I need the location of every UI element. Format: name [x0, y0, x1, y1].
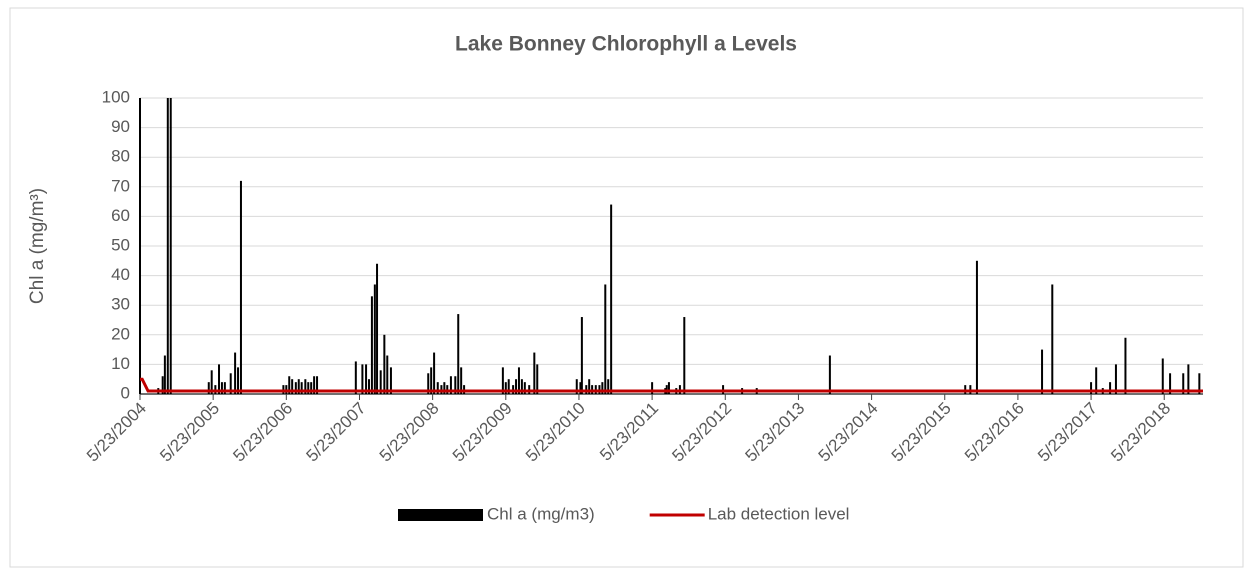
- bar: [169, 98, 172, 394]
- bar: [1198, 373, 1201, 394]
- y-tick-label: 90: [111, 117, 130, 136]
- bar: [457, 314, 460, 394]
- bar: [607, 379, 610, 394]
- bar: [376, 263, 379, 394]
- bar: [166, 98, 169, 394]
- bar: [1187, 364, 1190, 394]
- bar: [365, 364, 368, 394]
- bar: [354, 361, 357, 394]
- bar: [1051, 284, 1054, 394]
- bar: [288, 376, 291, 394]
- y-tick-label: 40: [111, 265, 130, 284]
- bar: [316, 376, 319, 394]
- bar: [515, 379, 518, 394]
- bar: [517, 367, 520, 394]
- bar: [449, 376, 452, 394]
- bar: [386, 355, 389, 394]
- y-tick-label: 50: [111, 235, 130, 254]
- bar: [291, 379, 294, 394]
- y-tick-label: 60: [111, 206, 130, 225]
- bar: [361, 364, 364, 394]
- bar: [218, 364, 221, 394]
- bar: [430, 367, 433, 394]
- bar: [651, 382, 654, 394]
- bar: [139, 98, 141, 394]
- bar: [229, 373, 232, 394]
- bar: [389, 367, 392, 394]
- bar: [610, 204, 613, 394]
- y-tick-label: 20: [111, 324, 130, 343]
- bar: [379, 370, 382, 394]
- bar: [237, 367, 240, 394]
- bar: [436, 382, 439, 394]
- bar: [304, 379, 307, 394]
- bar: [975, 260, 978, 394]
- bar: [367, 379, 370, 394]
- bar: [601, 382, 604, 394]
- y-tick-label: 10: [111, 354, 130, 373]
- bar: [307, 382, 310, 394]
- bar: [604, 284, 607, 394]
- bar: [1095, 367, 1098, 394]
- bar: [460, 367, 463, 394]
- bar: [1090, 382, 1093, 394]
- bar: [297, 379, 300, 394]
- bar: [575, 379, 578, 394]
- bar: [588, 379, 591, 394]
- bar: [161, 376, 164, 394]
- bar: [523, 382, 526, 394]
- bar: [1169, 373, 1172, 394]
- chart-frame: [9, 7, 1244, 568]
- bar: [504, 382, 507, 394]
- bar: [1041, 349, 1044, 394]
- bar: [1109, 382, 1112, 394]
- bar: [383, 334, 386, 394]
- bar: [313, 376, 316, 394]
- legend-label: Lab detection level: [708, 504, 850, 523]
- y-tick-label: 100: [102, 87, 130, 106]
- bar: [1182, 373, 1185, 394]
- bar: [1161, 358, 1164, 394]
- bar: [373, 284, 376, 394]
- bar: [828, 355, 831, 394]
- bar: [294, 382, 297, 394]
- bar: [1114, 364, 1117, 394]
- bar: [239, 180, 242, 394]
- y-tick-label: 70: [111, 176, 130, 195]
- y-tick-label: 80: [111, 147, 130, 166]
- line: [140, 377, 1203, 393]
- legend-swatch: [398, 509, 483, 521]
- chart-title: Lake Bonney Chlorophyll a Levels: [455, 33, 797, 56]
- bar: [210, 370, 213, 394]
- bar: [207, 382, 210, 394]
- bar: [370, 296, 373, 394]
- bar: [683, 317, 686, 394]
- y-tick-label: 0: [121, 383, 130, 402]
- bar: [443, 382, 446, 394]
- bar: [310, 382, 313, 394]
- bar: [580, 317, 583, 394]
- bar: [300, 382, 303, 394]
- bar: [433, 352, 436, 394]
- y-tick-label: 30: [111, 295, 130, 314]
- bar: [501, 367, 504, 394]
- bar: [223, 382, 226, 394]
- bar: [220, 382, 223, 394]
- bar: [1124, 337, 1127, 394]
- bar: [163, 355, 166, 394]
- bar: [533, 352, 536, 394]
- bar: [234, 352, 237, 394]
- bar: [427, 373, 430, 394]
- bar: [454, 376, 457, 394]
- bar: [520, 379, 523, 394]
- bar: [579, 382, 582, 394]
- bar: [667, 382, 670, 394]
- bar: [536, 364, 539, 394]
- y-axis-label: Chl a (mg/m³): [27, 188, 48, 304]
- bar: [507, 379, 510, 394]
- legend-label: Chl a (mg/m3): [487, 504, 595, 523]
